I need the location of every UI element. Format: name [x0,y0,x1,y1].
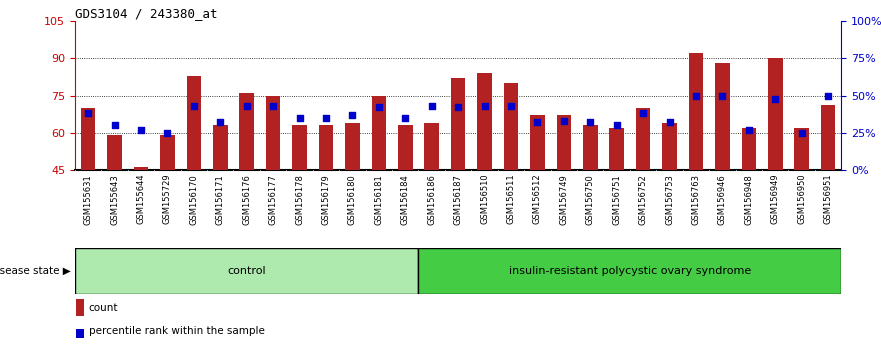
Bar [345,123,359,170]
Text: GSM156187: GSM156187 [454,174,463,225]
Text: GSM155643: GSM155643 [110,174,119,224]
Text: GSM156950: GSM156950 [797,174,806,224]
Bar [134,167,148,170]
Bar [663,123,677,170]
Bar [107,135,122,170]
Point [372,105,386,110]
Bar [795,128,809,170]
Bar [81,108,95,170]
Text: GSM156749: GSM156749 [559,174,568,224]
Text: GSM155644: GSM155644 [137,174,145,224]
Text: GSM156180: GSM156180 [348,174,357,224]
Bar [319,125,333,170]
Bar [478,73,492,170]
Bar [715,63,729,170]
Text: GSM155729: GSM155729 [163,174,172,224]
Text: GDS3104 / 243380_at: GDS3104 / 243380_at [75,7,218,20]
Text: GSM156948: GSM156948 [744,174,753,224]
Point [319,115,333,121]
Point [81,110,95,116]
Bar [768,58,782,170]
Bar [77,329,84,338]
Point [530,120,544,125]
Point [134,127,148,133]
Point [213,120,227,125]
Text: GSM156186: GSM156186 [427,174,436,225]
Bar [77,299,84,316]
Point [742,127,756,133]
Point [160,130,174,136]
Bar [557,115,571,170]
Bar [742,128,756,170]
Point [768,96,782,101]
Bar [418,248,841,294]
Text: GSM156510: GSM156510 [480,174,489,224]
Point [715,93,729,98]
Bar [213,125,227,170]
Point [107,122,122,128]
Point [240,103,254,109]
Text: GSM156176: GSM156176 [242,174,251,225]
Text: GSM156752: GSM156752 [639,174,648,224]
Bar [372,96,386,170]
Point [663,120,677,125]
Bar [451,78,465,170]
Bar [292,125,307,170]
Point [345,112,359,118]
Bar [689,53,703,170]
Point [478,103,492,109]
Bar [187,76,201,170]
Text: GSM156181: GSM156181 [374,174,383,224]
Point [266,103,280,109]
Point [583,120,597,125]
Point [425,103,439,109]
Point [636,110,650,116]
Bar [160,135,174,170]
Text: GSM156949: GSM156949 [771,174,780,224]
Text: GSM156946: GSM156946 [718,174,727,224]
Bar [821,105,835,170]
Point [689,93,703,98]
Point [821,93,835,98]
Text: GSM156763: GSM156763 [692,174,700,225]
Point [557,118,571,124]
Text: GSM155631: GSM155631 [84,174,93,224]
Bar [636,108,650,170]
Text: GSM156171: GSM156171 [216,174,225,224]
Text: GSM156178: GSM156178 [295,174,304,225]
Bar [75,248,418,294]
Text: GSM156511: GSM156511 [507,174,515,224]
Point [504,103,518,109]
Bar [530,115,544,170]
Bar [425,123,439,170]
Bar [610,128,624,170]
Text: disease state ▶: disease state ▶ [0,266,70,276]
Point [451,105,465,110]
Point [795,130,809,136]
Text: percentile rank within the sample: percentile rank within the sample [89,326,264,336]
Bar [398,125,412,170]
Text: GSM156750: GSM156750 [586,174,595,224]
Text: count: count [89,303,118,313]
Point [187,103,201,109]
Text: GSM156179: GSM156179 [322,174,330,224]
Point [610,122,624,128]
Text: insulin-resistant polycystic ovary syndrome: insulin-resistant polycystic ovary syndr… [509,266,751,276]
Point [292,115,307,121]
Text: GSM156753: GSM156753 [665,174,674,225]
Text: control: control [227,266,266,276]
Text: GSM156177: GSM156177 [269,174,278,225]
Text: GSM156751: GSM156751 [612,174,621,224]
Point [398,115,412,121]
Bar [240,93,254,170]
Text: GSM156951: GSM156951 [824,174,833,224]
Bar [583,125,597,170]
Text: GSM156184: GSM156184 [401,174,410,224]
Text: GSM156512: GSM156512 [533,174,542,224]
Bar [504,83,518,170]
Bar [266,96,280,170]
Text: GSM156170: GSM156170 [189,174,198,224]
